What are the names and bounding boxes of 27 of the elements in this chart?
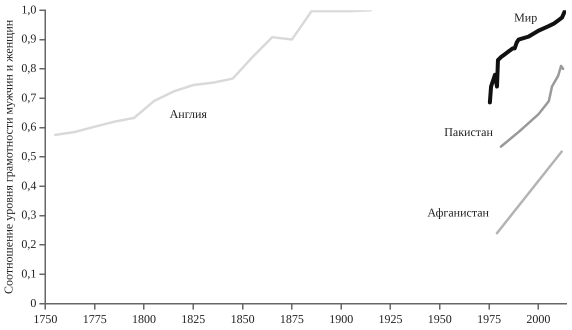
x-tick-label: 1950: [428, 312, 452, 326]
y-tick-label: 0,6: [21, 120, 36, 134]
y-tick-label: 0,4: [21, 178, 36, 192]
y-tick-label: 0,8: [21, 61, 36, 76]
x-tick-label: 1900: [329, 312, 354, 326]
x-tick-label: 1975: [477, 312, 502, 326]
y-tick-label: 1,0: [21, 2, 36, 16]
y-tick-label: 0: [30, 296, 36, 310]
x-tick-label: 1850: [230, 312, 255, 326]
series-label: Афганистан: [427, 205, 490, 220]
y-tick-label: 0,5: [21, 149, 36, 164]
y-tick-label: 0,2: [21, 237, 36, 252]
x-tick-label: 2000: [526, 312, 550, 326]
y-tick-label: 0,1: [21, 266, 36, 280]
series-label: Англия: [170, 107, 208, 122]
x-tick-label: 1925: [378, 312, 402, 326]
y-tick-label: 0,9: [21, 32, 36, 46]
y-tick-label: 0,7: [21, 90, 36, 104]
x-tick-label: 1825: [181, 312, 206, 326]
y-axis-title: Соотношение уровня грамотности мужчин и женщин: [1, 19, 16, 294]
x-tick-label: 1800: [132, 312, 156, 326]
series-label: Пакистан: [444, 124, 494, 139]
series-label: Мир: [514, 10, 538, 24]
x-tick-label: 1750: [33, 312, 58, 326]
x-tick-label: 1775: [82, 312, 107, 326]
y-tick-label: 0,3: [21, 208, 36, 222]
x-tick-label: 1875: [280, 312, 304, 326]
